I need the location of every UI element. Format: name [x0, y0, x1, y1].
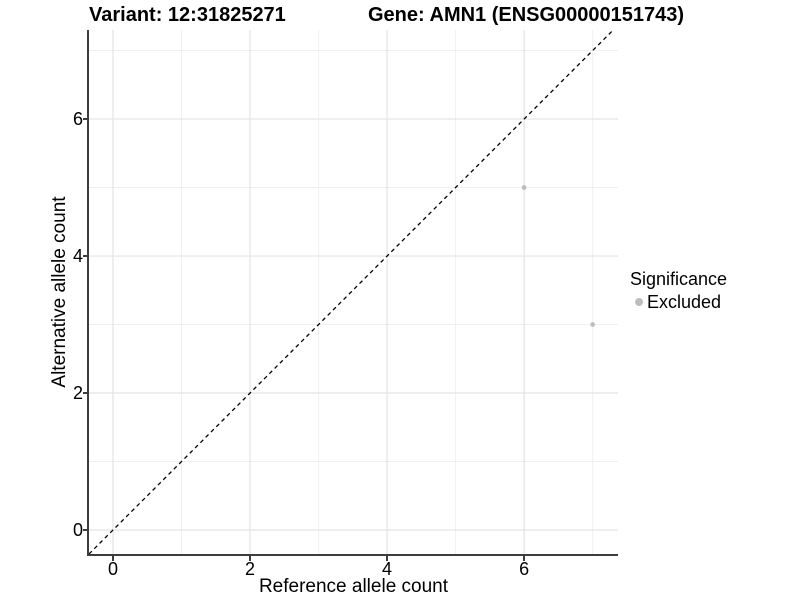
legend-item-excluded: Excluded	[630, 291, 727, 313]
x-tick-mark	[523, 556, 525, 561]
x-axis-line	[87, 554, 618, 556]
x-tick-label: 2	[245, 559, 256, 579]
x-tick-label: 6	[519, 559, 530, 579]
variant-title: Variant: 12:31825271	[89, 4, 286, 26]
y-tick-mark	[83, 529, 88, 531]
data-point	[521, 185, 527, 190]
y-tick-label: 6	[72, 109, 83, 130]
y-axis-line	[87, 30, 89, 556]
plot-svg	[89, 30, 618, 554]
data-point	[590, 322, 596, 327]
y-axis-title: Alternative allele count	[49, 196, 70, 388]
x-tick-mark	[249, 556, 251, 561]
x-tick-label: 0	[107, 559, 118, 579]
x-axis-title: Reference allele count	[258, 576, 449, 597]
x-tick-mark	[386, 556, 388, 561]
y-tick-mark	[83, 118, 88, 120]
y-tick-label: 0	[72, 520, 83, 541]
legend: Significance Excluded	[630, 268, 727, 313]
legend-item-label: Excluded	[647, 292, 722, 312]
x-tick-mark	[112, 556, 114, 561]
y-tick-mark	[83, 392, 88, 394]
gene-title: Gene: AMN1 (ENSG00000151743)	[368, 4, 685, 26]
x-tick-label: 4	[382, 559, 393, 579]
identity-line	[89, 30, 615, 554]
legend-title: Significance	[630, 269, 728, 289]
y-tick-label: 4	[72, 246, 83, 267]
legend-key-dot	[634, 298, 643, 306]
plot-panel	[89, 30, 618, 554]
legend-key	[630, 298, 647, 306]
y-tick-mark	[83, 255, 88, 257]
y-tick-label: 2	[72, 383, 83, 404]
